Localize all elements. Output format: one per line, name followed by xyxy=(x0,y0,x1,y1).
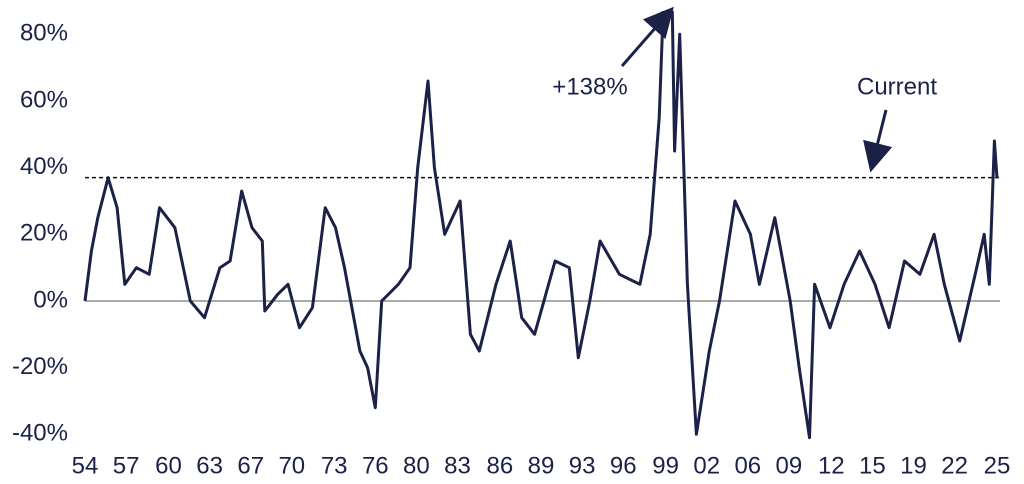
x-tick-label: 99 xyxy=(652,452,679,479)
annotation-arrow xyxy=(620,6,674,67)
x-tick-label: 06 xyxy=(734,452,761,479)
y-tick-label: 0% xyxy=(33,286,68,313)
x-tick-label: 80 xyxy=(403,452,430,479)
x-tick-label: 96 xyxy=(610,452,637,479)
series-line xyxy=(83,11,999,440)
x-tick-label: 54 xyxy=(72,452,99,479)
y-tick-label: -40% xyxy=(12,420,68,447)
annotation: Current xyxy=(857,73,937,100)
y-tick-label: -20% xyxy=(12,353,68,380)
annotation: +138% xyxy=(552,73,627,100)
x-tick-label: 57 xyxy=(113,452,140,479)
x-tick-label: 60 xyxy=(155,452,182,479)
x-tick-label: 86 xyxy=(487,452,514,479)
x-tick-label: 15 xyxy=(859,452,886,479)
x-tick-label: 70 xyxy=(278,452,305,479)
x-tick-label: 09 xyxy=(776,452,803,479)
x-tick-label: 76 xyxy=(362,452,389,479)
y-tick-label: 60% xyxy=(20,86,68,113)
x-tick-label: 83 xyxy=(444,452,471,479)
x-tick-label: 63 xyxy=(196,452,223,479)
x-tick-label: 25 xyxy=(984,452,1011,479)
x-tick-label: 73 xyxy=(321,452,348,479)
x-tick-label: 02 xyxy=(693,452,720,479)
x-tick-label: 12 xyxy=(818,452,845,479)
y-tick-label: 80% xyxy=(20,20,68,47)
x-tick-label: 89 xyxy=(528,452,555,479)
x-tick-label: 19 xyxy=(900,452,927,479)
x-tick-label: 93 xyxy=(569,452,596,479)
y-tick-label: 20% xyxy=(20,220,68,247)
annotation-arrow xyxy=(863,109,893,173)
x-tick-label: 22 xyxy=(941,452,968,479)
x-tick-label: 67 xyxy=(237,452,264,479)
y-tick-label: 40% xyxy=(20,153,68,180)
